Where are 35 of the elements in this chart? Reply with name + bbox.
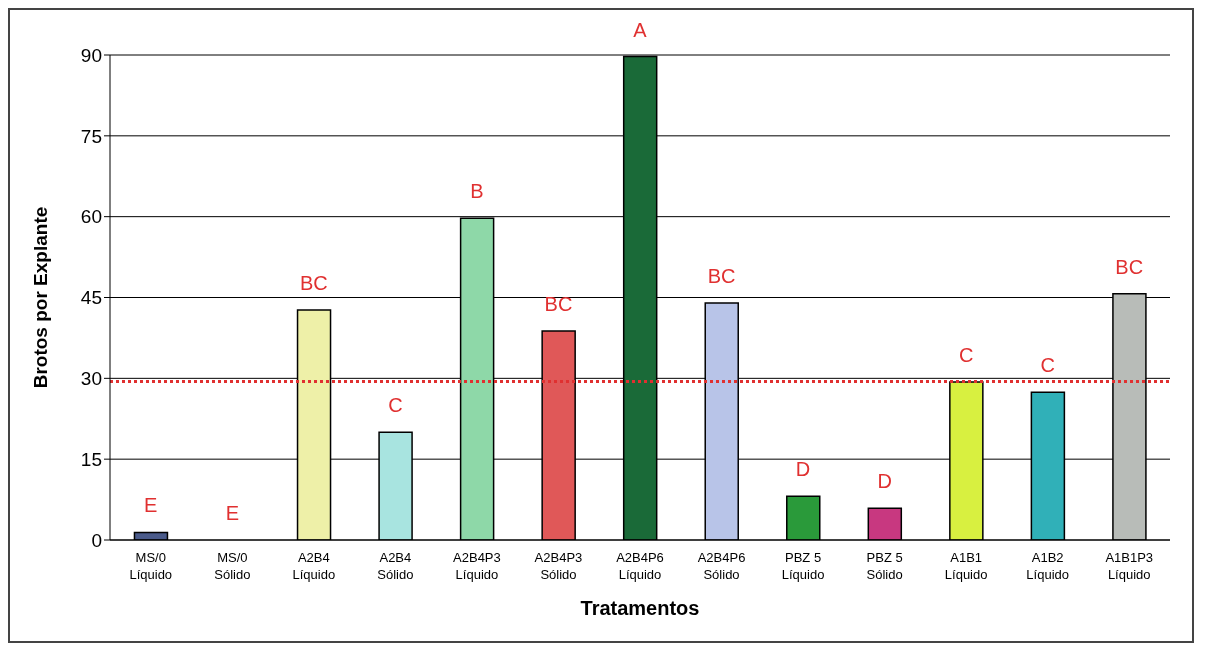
annotation: E <box>144 494 158 517</box>
y-axis-title: Brotos por Explante <box>29 206 51 389</box>
annotation: D <box>877 470 892 493</box>
y-tick-label: 90 <box>80 44 102 66</box>
annotation: BC <box>544 292 573 315</box>
x-tick-label: A1B1P3 Líquido <box>1105 550 1154 582</box>
y-tick-label: 0 <box>91 529 102 551</box>
x-tick-label: A2B4P3 Líquido <box>453 550 501 582</box>
y-tick-label: 60 <box>80 206 102 228</box>
x-tick-label: A2B4 Sólido <box>377 550 414 582</box>
annotation: C <box>1040 354 1055 377</box>
y-tick-label: 15 <box>80 448 102 470</box>
annotation: B <box>470 180 484 203</box>
annotation: BC <box>707 264 736 287</box>
y-tick-label: 30 <box>80 368 102 390</box>
annotation: C <box>958 344 974 367</box>
x-tick-label: A2B4P3 Sólido <box>534 550 583 582</box>
x-tick-label: A2B4P6 Líquido <box>616 550 664 582</box>
y-tick-label: 45 <box>80 287 102 309</box>
annotation: BC <box>299 271 328 294</box>
x-tick-label: A2B4P6 Sólido <box>697 550 746 582</box>
x-axis-title: Tratamentos <box>580 597 700 619</box>
annotation: E <box>225 502 239 524</box>
x-tick-label: A2B4 Líquido <box>292 550 336 582</box>
annotation: C <box>388 394 403 417</box>
annotation: D <box>795 458 811 481</box>
x-tick-label: PBZ 5 Líquido <box>781 550 825 582</box>
x-tick-label: MS/0 Líquido <box>129 550 173 582</box>
x-tick-label: A1B2 Líquido <box>1026 550 1070 582</box>
x-tick-label: PBZ 5 Sólido <box>866 550 903 582</box>
annotation: A <box>633 18 648 41</box>
x-tick-label: A1B1 Líquido <box>944 550 988 582</box>
annotation: BC <box>1115 255 1144 278</box>
y-tick-label: 75 <box>80 125 102 147</box>
x-tick-label: MS/0 Sólido <box>214 550 251 582</box>
